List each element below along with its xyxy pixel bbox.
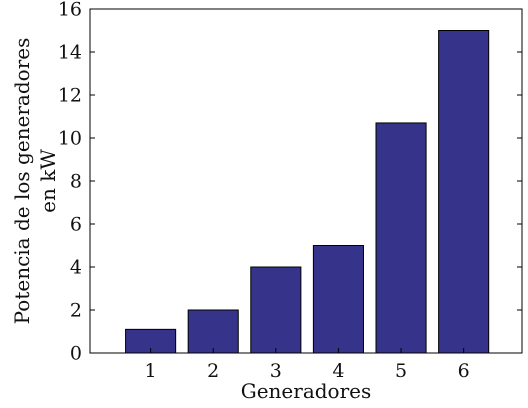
y-tick-label: 12 <box>58 85 82 107</box>
x-tick-label: 2 <box>207 360 219 382</box>
x-tick-label: 1 <box>145 360 157 382</box>
y-axis-label-line-1: Potencia de los generadores <box>10 38 34 325</box>
x-tick-label: 4 <box>332 360 344 382</box>
bars-group <box>125 30 490 354</box>
y-tick-label: 4 <box>70 257 82 279</box>
x-axis-ticks: 1 2 3 4 5 6 <box>145 348 470 382</box>
x-axis-label: Generadores <box>241 379 372 403</box>
y-tick-label: 2 <box>70 300 82 322</box>
y-tick-label: 0 <box>70 343 82 365</box>
y-axis-ticks: 0 2 4 6 8 10 12 14 16 <box>58 0 522 365</box>
x-tick-label: 5 <box>395 360 407 382</box>
bar-2 <box>187 309 239 354</box>
bar-3 <box>250 266 302 354</box>
y-tick-label: 8 <box>70 171 82 193</box>
y-tick-label: 14 <box>58 42 82 64</box>
bar-6 <box>438 30 490 354</box>
x-tick-label: 3 <box>270 360 282 382</box>
y-axis-label-line-2: en kW <box>36 149 60 213</box>
y-tick-label: 16 <box>58 0 82 21</box>
y-tick-label: 10 <box>58 128 82 150</box>
y-axis-label: Potencia de los generadores en kW <box>10 38 60 325</box>
bar-5 <box>375 122 427 354</box>
y-tick-label: 6 <box>70 214 82 236</box>
bar-4 <box>312 245 364 354</box>
x-tick-label: 6 <box>458 360 470 382</box>
